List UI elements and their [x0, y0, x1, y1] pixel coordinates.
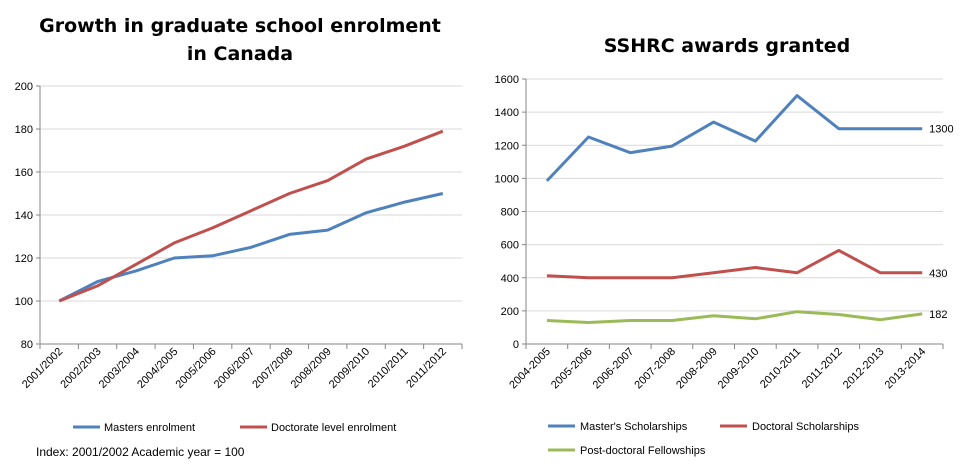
y-tick-label: 0 [513, 339, 519, 351]
index-note: Index: 2001/2002 Academic year = 100 [36, 445, 245, 459]
y-tick-label: 120 [15, 253, 33, 265]
y-tick-label: 1000 [495, 173, 519, 185]
x-tick-label: 2006-2007 [591, 346, 637, 392]
enrolment-gridlines [40, 85, 462, 302]
x-tick-label: 2008-2009 [674, 346, 720, 392]
y-tick-label: 80 [21, 339, 33, 351]
series-line-3 [546, 310, 923, 324]
enrolment-chart-title: Growth in graduate school enrolment [39, 15, 441, 37]
x-tick-label: 2004-2005 [507, 346, 553, 392]
enrolment-chart-title-line2: in Canada [187, 43, 293, 65]
y-tick-label: 140 [15, 210, 33, 222]
x-tick-label: 2005/2006 [174, 346, 219, 391]
x-tick-label: 2006/2007 [212, 346, 257, 391]
y-tick-label: 600 [501, 240, 519, 252]
legend-label-doctoral-scholarships: Doctoral Scholarships [752, 421, 859, 433]
x-tick-label: 2008/2009 [289, 346, 334, 391]
y-tick-label: 200 [501, 306, 519, 318]
sshrc-end-labels: 1300 430 182 [929, 124, 953, 321]
x-tick-label: 2009-2010 [716, 346, 762, 392]
y-tick-label: 180 [15, 124, 33, 136]
enrolment-series [58, 129, 444, 303]
series-line-2 [58, 129, 444, 303]
legend-label-postdoctoral: Post-doctoral Fellowships [580, 445, 706, 457]
sshrc-x-tick-labels: 2004-20052005-20062006-20072007-20082008… [507, 346, 928, 392]
sshrc-legend: Master's Scholarships Doctoral Scholarsh… [548, 421, 859, 457]
sshrc-gridlines [526, 78, 943, 312]
x-tick-label: 2011/2012 [404, 346, 449, 391]
x-tick-label: 2010-2011 [758, 346, 803, 391]
y-tick-label: 1600 [495, 74, 519, 86]
y-tick-label: 800 [501, 207, 519, 219]
x-tick-label: 2007-2008 [632, 346, 678, 392]
sshrc-chart-title: SSHRC awards granted [604, 35, 851, 57]
sshrc-series [545, 94, 923, 324]
series-line-1 [545, 94, 923, 182]
series-line-2 [546, 248, 923, 280]
x-tick-label: 2003/2004 [97, 346, 142, 391]
x-tick-label: 2011-2012 [800, 346, 845, 391]
y-tick-label: 1400 [495, 107, 519, 119]
x-tick-label: 2013-2014 [883, 346, 929, 392]
x-tick-label: 2004/2005 [135, 346, 180, 391]
sshrc-y-tick-labels: 0 200 400 600 800 1000 1200 1400 1600 [495, 74, 519, 351]
x-tick-label: 2002/2003 [58, 346, 103, 391]
enrolment-legend: Masters enrolment Doctorate level enrolm… [73, 422, 396, 434]
enrolment-y-tick-labels: 80 100 120 140 160 180 200 [15, 81, 33, 351]
y-tick-label: 400 [501, 273, 519, 285]
x-tick-label: 2009/2010 [327, 346, 372, 391]
legend-label-doctorate: Doctorate level enrolment [271, 422, 396, 434]
series-line-1 [58, 192, 444, 303]
enrolment-axes [36, 85, 463, 349]
x-tick-label: 2010/2011 [366, 346, 411, 391]
legend-label-masters: Masters enrolment [104, 422, 195, 434]
sshrc-axes [522, 78, 944, 349]
y-tick-label: 160 [15, 167, 33, 179]
series-end-label-3: 182 [929, 309, 947, 321]
y-tick-label: 1200 [495, 140, 519, 152]
x-tick-label: 2005-2006 [549, 346, 595, 392]
series-end-label-1: 1300 [929, 124, 953, 136]
y-tick-label: 100 [15, 296, 33, 308]
series-end-label-2: 430 [929, 268, 947, 280]
x-tick-label: 2007/2008 [250, 346, 295, 391]
enrolment-chart: Growth in graduate school enrolment in C… [15, 15, 463, 459]
enrolment-x-tick-labels: 2001/20022002/20032003/20042004/20052005… [20, 346, 449, 391]
y-tick-label: 200 [15, 81, 33, 93]
x-tick-label: 2012-2013 [841, 346, 887, 392]
x-tick-label: 2001/2002 [20, 346, 65, 391]
sshrc-chart: SSHRC awards granted 0 200 400 600 800 1000 12… [495, 35, 954, 457]
legend-label-masters-scholarships: Master's Scholarships [580, 421, 688, 433]
